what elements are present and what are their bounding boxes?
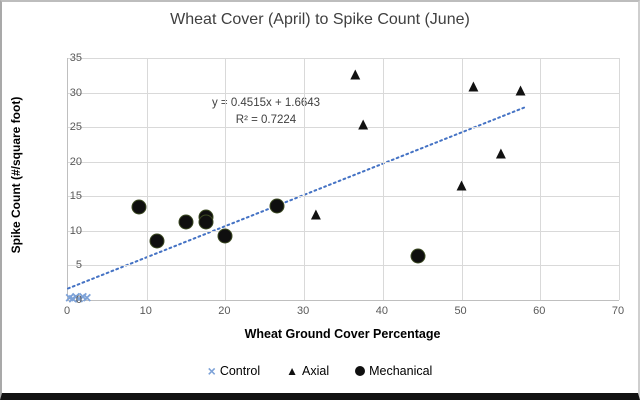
gridline-horizontal <box>68 161 619 163</box>
plot-area: y = 0.4515x + 1.6643 R² = 0.7224 × × × × × × ▲… <box>65 58 620 308</box>
chart-title: Wheat Cover (April) to Spike Count (June… <box>170 11 470 28</box>
legend-label: Mechanical <box>369 364 433 378</box>
legend-item-control: × Control <box>208 363 260 379</box>
data-point-axial: ▲ <box>492 143 510 163</box>
gridline-vertical <box>225 58 227 300</box>
gridline-vertical <box>540 58 542 300</box>
trendline <box>67 106 526 290</box>
x-tick-label: 30 <box>297 305 310 317</box>
gridline-vertical <box>304 58 306 300</box>
data-point-control: × <box>71 288 81 306</box>
x-tick-label: 40 <box>375 305 388 317</box>
data-point-mechanical <box>270 199 284 213</box>
data-point-control: × <box>64 289 75 307</box>
data-point-mechanical <box>199 215 213 229</box>
x-tick-label: 10 <box>139 305 152 317</box>
data-point-axial: ▲ <box>464 76 482 96</box>
y-tick-label: 10 <box>69 224 82 237</box>
data-point-axial: ▲ <box>354 114 372 134</box>
legend-label: Axial <box>302 364 330 378</box>
gridline-vertical <box>146 58 148 300</box>
data-point-axial: ▲ <box>307 204 325 224</box>
x-tick-label: 0 <box>63 305 71 317</box>
x-tick-label: 20 <box>218 305 231 317</box>
gridline-horizontal <box>68 265 619 267</box>
data-point-axial: ▲ <box>512 80 530 100</box>
equation-line: y = 0.4515x + 1.6643 <box>211 96 321 109</box>
y-axis-title: Spike Count (#/square foot) <box>9 96 23 254</box>
x-marker-icon: × <box>207 363 216 379</box>
y-tick-label: 5 <box>75 259 82 272</box>
data-point-mechanical <box>179 215 193 229</box>
data-point-control: × <box>74 290 84 308</box>
gridline-vertical <box>619 58 620 300</box>
legend: × Control ▲ Axial Mechanical <box>2 363 638 379</box>
gridline-horizontal <box>68 58 619 59</box>
gridline-horizontal <box>68 92 619 94</box>
legend-label: Control <box>219 364 261 378</box>
x-axis-title: Wheat Ground Cover Percentage <box>244 327 441 341</box>
legend-item-axial: ▲ Axial <box>286 364 329 378</box>
data-point-mechanical <box>218 229 232 243</box>
trendline-equation: y = 0.4515x + 1.6643 R² = 0.7224 <box>212 95 320 130</box>
data-point-control: × <box>82 290 92 308</box>
x-tick-label: 70 <box>611 305 625 317</box>
data-point-axial: ▲ <box>346 64 364 84</box>
y-tick-label: 25 <box>69 121 82 134</box>
y-tick-label: 20 <box>69 155 82 168</box>
data-point-mechanical <box>150 234 164 248</box>
triangle-marker-icon: ▲ <box>286 364 299 378</box>
y-tick-label: 0 <box>75 294 82 306</box>
r-squared-line: R² = 0.7224 <box>235 114 297 126</box>
data-point-control: × <box>68 291 78 308</box>
x-tick-label: 50 <box>454 305 467 317</box>
data-point-control: × <box>78 289 88 307</box>
gridline-horizontal <box>68 230 619 232</box>
data-point-axial: ▲ <box>453 175 470 195</box>
circle-marker-icon <box>355 366 366 376</box>
y-tick-label: 15 <box>69 190 82 203</box>
data-point-mechanical <box>132 200 146 214</box>
legend-item-mechanical: Mechanical <box>355 364 432 378</box>
gridline-horizontal <box>68 196 619 198</box>
data-point-mechanical <box>411 249 425 263</box>
gridline-vertical <box>461 58 463 300</box>
y-tick-label: 35 <box>69 52 82 64</box>
y-tick-label: 30 <box>69 86 82 99</box>
gridline-horizontal <box>68 127 619 129</box>
x-tick-label: 60 <box>533 305 546 317</box>
gridline-vertical <box>382 58 384 300</box>
